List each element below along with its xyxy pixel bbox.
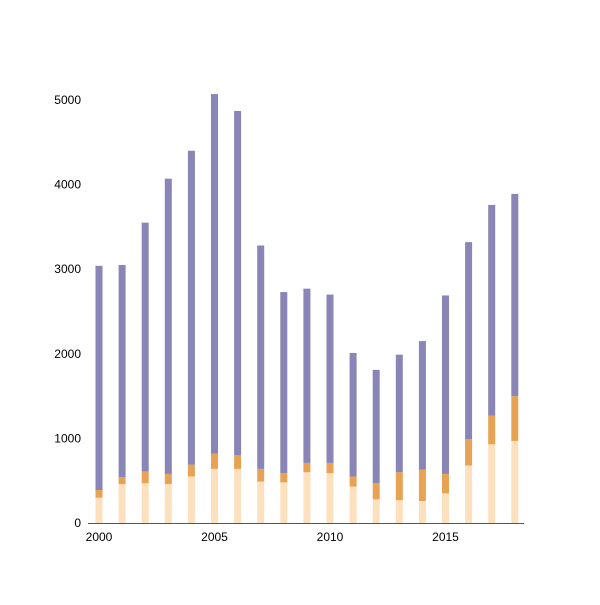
bar-segment-2009-s0 xyxy=(303,472,311,523)
bar-segment-2007-s2 xyxy=(257,245,265,469)
bar-segment-2012-s1 xyxy=(372,483,380,500)
bar-segment-2002-s0 xyxy=(141,483,149,523)
bar-segment-2014-s2 xyxy=(418,341,426,470)
bar-segment-2011-s1 xyxy=(349,476,357,487)
bar-segment-2005-s1 xyxy=(211,453,218,469)
bar-segment-2017-s1 xyxy=(488,415,496,445)
bar-segment-2016-s1 xyxy=(465,439,473,466)
bar-segment-2001-s2 xyxy=(118,264,126,478)
bar-segment-2005-s2 xyxy=(211,94,218,454)
bar-segment-2010-s2 xyxy=(326,294,334,463)
bar-segment-2006-s0 xyxy=(234,468,242,523)
bar-segment-2000-s2 xyxy=(95,265,103,491)
x-tick-label: 2015 xyxy=(432,530,459,544)
bar-segment-2013-s1 xyxy=(395,472,403,501)
bar-segment-2018-s1 xyxy=(511,396,519,441)
bar-segment-2013-s0 xyxy=(395,500,403,523)
bar-segment-2018-s0 xyxy=(511,440,519,523)
bar-segment-2007-s0 xyxy=(257,481,265,523)
bar-segment-2003-s1 xyxy=(164,473,172,485)
y-tick-label: 2000 xyxy=(54,347,81,361)
bar-segment-2013-s2 xyxy=(395,354,403,473)
bar-segment-2001-s0 xyxy=(118,484,126,523)
bar-segment-2015-s1 xyxy=(442,473,449,494)
bar-segment-2011-s2 xyxy=(349,352,357,477)
bar-segment-2017-s0 xyxy=(488,444,496,523)
bars-layer xyxy=(95,94,519,523)
bar-segment-2006-s1 xyxy=(234,455,242,469)
bar-segment-2015-s0 xyxy=(442,493,449,523)
bar-segment-2009-s2 xyxy=(303,288,311,463)
bar-segment-2009-s1 xyxy=(303,462,311,473)
bar-segment-2004-s0 xyxy=(187,476,195,523)
bar-segment-2000-s1 xyxy=(95,490,103,498)
bar-segment-2005-s0 xyxy=(211,468,218,523)
y-tick-label: 0 xyxy=(74,516,81,530)
y-tick-label: 1000 xyxy=(54,431,81,445)
bar-segment-2008-s0 xyxy=(280,482,288,523)
bar-segment-2017-s2 xyxy=(488,204,496,416)
y-tick-label: 3000 xyxy=(54,262,81,276)
y-tick-label: 5000 xyxy=(54,93,81,107)
bar-segment-2014-s0 xyxy=(418,501,426,523)
bar-segment-2001-s1 xyxy=(118,477,126,485)
x-axis-ticks: 2000 2005 2010 2015 xyxy=(86,530,460,544)
bar-segment-2004-s1 xyxy=(187,464,195,477)
y-tick-label: 4000 xyxy=(54,178,81,192)
bar-segment-2014-s1 xyxy=(418,469,426,501)
bar-segment-2003-s0 xyxy=(164,484,172,523)
bar-segment-2000-s0 xyxy=(95,497,103,523)
bar-segment-2003-s2 xyxy=(164,178,172,474)
bar-segment-2008-s2 xyxy=(280,292,288,474)
bar-segment-2010-s1 xyxy=(326,462,334,474)
x-tick-label: 2005 xyxy=(201,530,228,544)
bar-segment-2012-s2 xyxy=(372,369,380,484)
bar-segment-2006-s2 xyxy=(234,111,242,456)
bar-segment-2007-s1 xyxy=(257,468,265,482)
bar-segment-2011-s0 xyxy=(349,486,357,523)
bar-segment-2004-s2 xyxy=(187,150,195,465)
bar-segment-2002-s2 xyxy=(141,222,149,472)
bar-segment-2018-s2 xyxy=(511,193,519,397)
bar-segment-2016-s2 xyxy=(465,242,473,440)
bar-segment-2010-s0 xyxy=(326,473,334,523)
bar-segment-2016-s0 xyxy=(465,465,473,523)
bar-segment-2002-s1 xyxy=(141,471,149,484)
x-tick-label: 2000 xyxy=(86,530,113,544)
bar-segment-2008-s1 xyxy=(280,473,288,483)
y-axis-ticks: 0 1000 2000 3000 4000 5000 xyxy=(54,93,81,530)
x-tick-label: 2010 xyxy=(317,530,344,544)
bar-segment-2012-s0 xyxy=(372,499,380,523)
bar-segment-2015-s2 xyxy=(442,295,449,474)
